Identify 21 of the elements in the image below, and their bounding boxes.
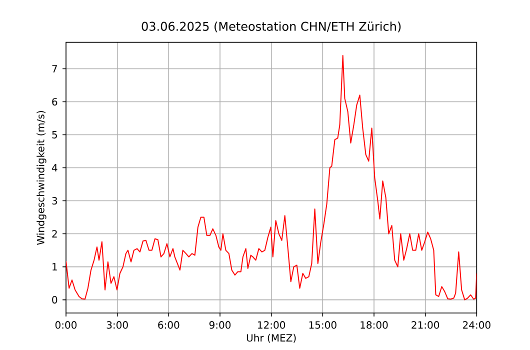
y-axis-title: Windgeschwindigkeit (m/s): [36, 111, 46, 245]
x-tick-label: 15:00: [309, 321, 336, 329]
y-tick-label: 7: [52, 65, 57, 72]
y-tick-label: 2: [52, 230, 57, 238]
y-tick-label: 3: [52, 196, 58, 205]
y-tick-label: 5: [52, 131, 57, 138]
x-tick-label: 18:00: [360, 321, 388, 329]
x-tick-label: 0:00: [55, 321, 77, 329]
x-tick-label: 9:00: [209, 321, 231, 329]
x-tick-label: 6:00: [158, 321, 180, 329]
y-tick-label: 4: [52, 164, 58, 172]
y-tick-label: 6: [52, 98, 58, 106]
chart-title: 03.06.2025 (Meteostation CHN/ETH Zürich): [142, 22, 401, 32]
x-tick-label: 24:00: [462, 321, 490, 329]
y-tick-label: 1: [52, 263, 57, 270]
line-series: [66, 55, 477, 300]
y-tick-label: 0: [52, 296, 58, 304]
x-tick-label: 3:00: [106, 321, 128, 329]
x-axis-title: Uhr (MEZ): [246, 334, 296, 343]
x-tick-label: 12:00: [258, 321, 286, 329]
x-tick-label: 21:00: [412, 321, 440, 329]
